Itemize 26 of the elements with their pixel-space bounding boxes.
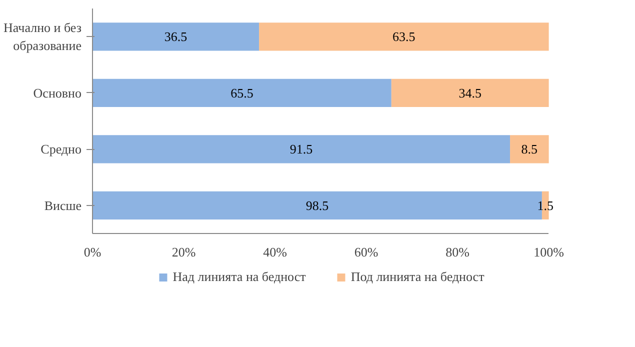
data-label: 8.5 [521, 142, 538, 157]
bar [259, 22, 549, 51]
x-tick-label: 40% [263, 244, 288, 260]
x-tick-label: 0% [84, 244, 102, 260]
data-label: 1.5 [537, 198, 554, 213]
y-tick-label: Средно [40, 142, 82, 157]
legend-label: Над линията на бедност [172, 269, 306, 285]
bar [92, 78, 392, 107]
x-tick-label: 60% [354, 244, 378, 260]
x-tick-label: 20% [172, 244, 196, 260]
bar [510, 135, 549, 164]
y-tick-label: Основно [33, 85, 82, 100]
data-label: 34.5 [458, 85, 482, 100]
x-tick-label: 100% [534, 244, 564, 260]
data-label: 36.5 [164, 29, 188, 44]
bar [92, 22, 260, 51]
bar [92, 135, 510, 164]
x-tick-label: 80% [446, 244, 470, 260]
data-label: 65.5 [230, 85, 254, 100]
legend-label: Под линията на бедност [350, 269, 484, 285]
y-tick-label: Висше [44, 198, 82, 213]
data-label: 91.5 [290, 142, 313, 157]
data-label: 63.5 [392, 29, 416, 44]
bar [391, 78, 549, 107]
data-label: 98.5 [306, 198, 329, 213]
y-tick-label: Начално и без образование [4, 20, 82, 54]
